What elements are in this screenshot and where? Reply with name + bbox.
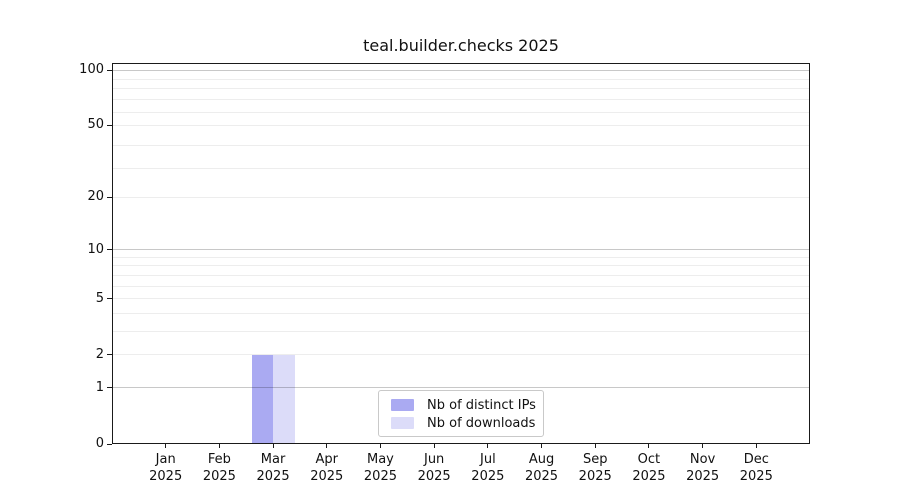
x-label-year: 2025 bbox=[632, 469, 666, 484]
x-label-month: Aug bbox=[528, 452, 555, 467]
x-label-month: Jun bbox=[423, 452, 445, 467]
x-label-year: 2025 bbox=[149, 469, 183, 484]
bar-mar-downloads bbox=[273, 354, 295, 444]
legend-label-distinct-ips: Nb of distinct IPs bbox=[427, 397, 536, 413]
x-tick-mark-feb bbox=[218, 444, 220, 448]
minor-gridline bbox=[113, 99, 809, 101]
x-tick-mark-may bbox=[379, 444, 381, 448]
x-tick-label-may: May 2025 bbox=[348, 451, 412, 485]
minor-gridline bbox=[113, 274, 809, 276]
x-tick-label-apr: Apr 2025 bbox=[295, 451, 359, 485]
x-label-year: 2025 bbox=[524, 469, 559, 484]
x-tick-mark-jun bbox=[433, 444, 435, 448]
x-tick-mark-mar bbox=[272, 444, 274, 448]
minor-gridline bbox=[113, 313, 809, 315]
x-tick-label-feb: Feb 2025 bbox=[187, 451, 251, 485]
gridline-y-10 bbox=[113, 249, 809, 251]
minor-gridline bbox=[113, 167, 809, 169]
x-label-month: Oct bbox=[637, 452, 661, 467]
distinct-ips-swatch bbox=[391, 399, 414, 411]
gridline-y-50 bbox=[113, 124, 809, 126]
downloads-swatch bbox=[391, 417, 414, 429]
x-tick-label-mar: Mar 2025 bbox=[241, 451, 305, 485]
x-label-year: 2025 bbox=[363, 469, 397, 484]
gridline-y-5 bbox=[113, 298, 809, 300]
x-tick-label-jan: Jan 2025 bbox=[134, 451, 198, 485]
x-label-year: 2025 bbox=[739, 469, 773, 484]
y-tick-mark-5 bbox=[107, 298, 112, 300]
x-tick-mark-jul bbox=[487, 444, 489, 448]
minor-gridline bbox=[113, 256, 809, 258]
minor-gridline bbox=[113, 144, 809, 146]
x-tick-mark-jan bbox=[165, 444, 167, 448]
y-tick-mark-10 bbox=[107, 249, 112, 251]
x-tick-mark-oct bbox=[648, 444, 650, 448]
y-tick-mark-0 bbox=[107, 443, 112, 445]
x-tick-mark-apr bbox=[326, 444, 328, 448]
x-label-year: 2025 bbox=[256, 469, 290, 484]
y-tick-label-50: 50 bbox=[87, 117, 104, 133]
gridline-y-100 bbox=[113, 69, 809, 71]
x-label-month: Sep bbox=[582, 452, 608, 467]
x-label-month: Dec bbox=[743, 452, 769, 467]
minor-gridline bbox=[113, 285, 809, 287]
y-tick-mark-20 bbox=[107, 196, 112, 198]
y-tick-label-0: 0 bbox=[95, 436, 104, 451]
x-label-month: Nov bbox=[689, 452, 716, 467]
x-label-year: 2025 bbox=[417, 469, 451, 484]
x-tick-label-jul: Jul 2025 bbox=[456, 451, 520, 485]
legend-item-downloads: Nb of downloads bbox=[391, 414, 535, 432]
y-tick-label-1: 1 bbox=[95, 379, 104, 395]
gridline-y-1 bbox=[113, 387, 809, 389]
y-tick-mark-100 bbox=[107, 69, 112, 71]
minor-gridline bbox=[113, 78, 809, 80]
x-label-month: Apr bbox=[315, 452, 339, 467]
x-tick-label-dec: Dec 2025 bbox=[724, 451, 788, 485]
plot-area-border bbox=[112, 63, 810, 444]
y-tick-mark-50 bbox=[107, 124, 112, 126]
legend-item-distinct-ips: Nb of distinct IPs bbox=[391, 396, 536, 414]
x-label-month: Jul bbox=[480, 452, 496, 467]
x-label-year: 2025 bbox=[310, 469, 344, 484]
x-label-month: May bbox=[367, 452, 394, 467]
y-tick-label-10: 10 bbox=[87, 241, 104, 257]
x-label-month: Feb bbox=[207, 452, 231, 467]
x-label-month: Mar bbox=[260, 452, 286, 467]
x-label-year: 2025 bbox=[686, 469, 720, 484]
x-label-year: 2025 bbox=[202, 469, 236, 484]
bar-mar-distinct-ips bbox=[251, 354, 274, 444]
x-tick-label-aug: Aug 2025 bbox=[510, 451, 574, 485]
x-tick-mark-aug bbox=[541, 444, 543, 448]
gridline-y-20 bbox=[113, 196, 809, 198]
y-tick-label-20: 20 bbox=[87, 189, 104, 205]
x-label-year: 2025 bbox=[471, 469, 505, 484]
y-tick-label-2: 2 bbox=[95, 346, 104, 362]
x-tick-mark-sep bbox=[594, 444, 596, 448]
x-tick-label-oct: Oct 2025 bbox=[617, 451, 681, 485]
y-tick-label-100: 100 bbox=[79, 62, 104, 77]
gridline-y-2 bbox=[113, 354, 809, 356]
minor-gridline bbox=[113, 331, 809, 333]
chart-title: teal.builder.checks 2025 bbox=[363, 36, 559, 55]
x-tick-mark-nov bbox=[702, 444, 704, 448]
y-tick-mark-1 bbox=[107, 387, 112, 389]
minor-gridline bbox=[113, 111, 809, 113]
y-tick-mark-2 bbox=[107, 354, 112, 356]
x-label-year: 2025 bbox=[578, 469, 612, 484]
x-label-month: Jan bbox=[155, 452, 176, 467]
minor-gridline bbox=[113, 88, 809, 90]
y-tick-label-5: 5 bbox=[95, 290, 104, 306]
legend-label-downloads: Nb of downloads bbox=[427, 415, 536, 431]
minor-gridline bbox=[113, 265, 809, 267]
x-tick-label-nov: Nov 2025 bbox=[671, 451, 735, 485]
x-tick-label-jun: Jun 2025 bbox=[402, 451, 466, 485]
x-tick-mark-dec bbox=[755, 444, 757, 448]
x-tick-label-sep: Sep 2025 bbox=[563, 451, 627, 485]
legend: Nb of distinct IPs Nb of downloads bbox=[378, 390, 544, 437]
